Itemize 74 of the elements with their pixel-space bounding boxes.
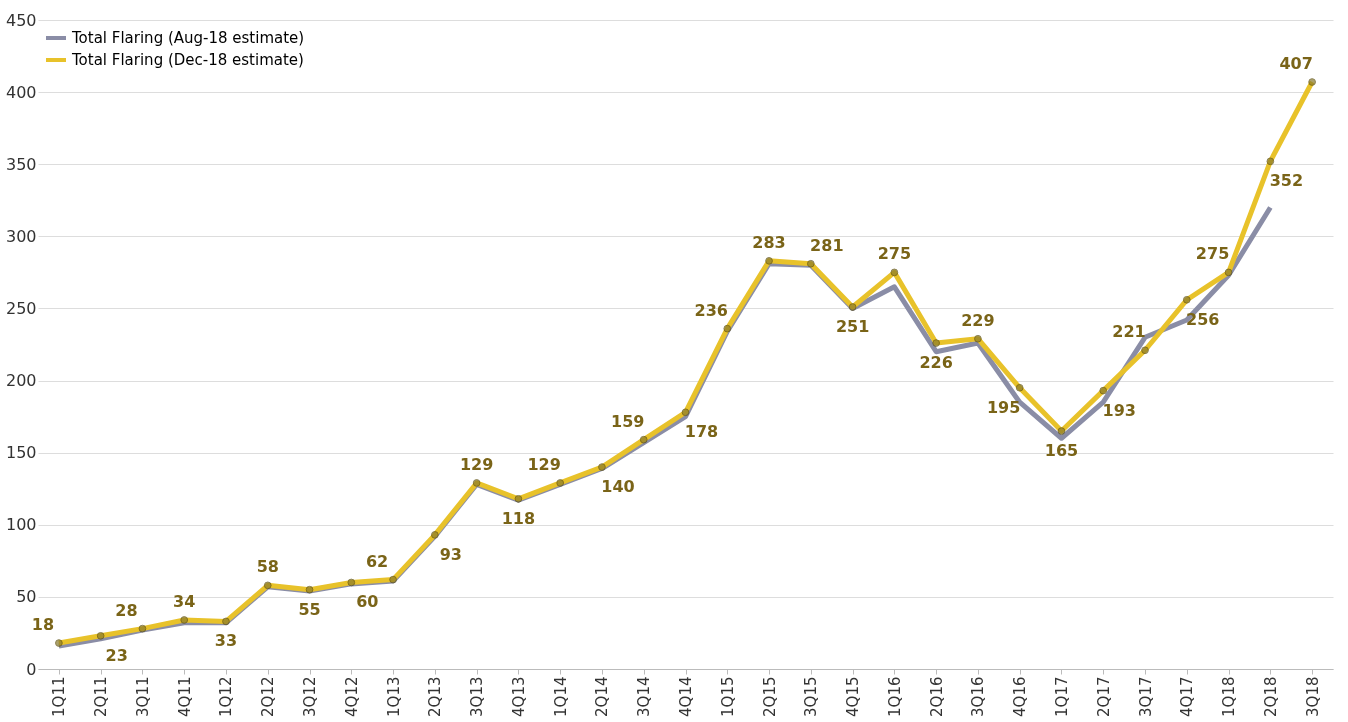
x-tick-label: 1Q15 (718, 676, 737, 717)
y-tick-label: 250 (5, 298, 37, 318)
x-tick-label: 3Q18 (1303, 676, 1322, 717)
x-tick-label: 3Q13 (468, 676, 487, 717)
y-tick-label: 0 (26, 659, 37, 679)
x-tick-label: 1Q12 (217, 676, 236, 717)
data-label: 28 (115, 600, 138, 620)
data-label: 193 (1102, 400, 1136, 420)
x-tick-label: 3Q16 (969, 676, 988, 717)
y-tick-label: 450 (5, 10, 37, 30)
x-tick-label: 2Q15 (760, 676, 779, 717)
data-label: 129 (459, 454, 494, 474)
x-tick-label: 2Q16 (927, 676, 946, 717)
data-label: 226 (919, 353, 953, 373)
data-label: 58 (256, 557, 279, 577)
legend-label: Total Flaring (Aug-18 estimate) (71, 29, 305, 47)
data-label: 159 (611, 411, 645, 431)
data-label: 221 (1112, 322, 1146, 342)
y-tick-label: 100 (5, 515, 37, 535)
data-label: 281 (810, 235, 844, 255)
x-tick-label: 4Q15 (844, 676, 863, 717)
x-tick-label: 3Q15 (802, 676, 821, 717)
data-label: 165 (1044, 441, 1079, 461)
y-tick-label: 50 (16, 587, 37, 607)
x-tick-label: 1Q17 (1052, 676, 1071, 717)
data-label: 140 (601, 477, 635, 497)
x-tick-label: 4Q11 (175, 676, 194, 717)
data-label: 18 (31, 615, 55, 635)
y-tick-label: 150 (5, 443, 37, 463)
data-label: 195 (986, 397, 1021, 417)
x-tick-label: 3Q14 (635, 676, 654, 717)
data-label: 62 (365, 551, 389, 571)
data-label: 60 (356, 592, 379, 612)
y-tick-label: 200 (5, 371, 37, 391)
x-tick-label: 3Q12 (301, 676, 320, 717)
x-tick-label: 2Q14 (593, 676, 612, 717)
x-tick-label: 2Q17 (1094, 676, 1113, 717)
x-tick-label: 2Q12 (259, 676, 278, 717)
x-tick-label: 3Q17 (1136, 676, 1155, 717)
legend-label: Total Flaring (Dec-18 estimate) (71, 51, 304, 69)
x-tick-label: 4Q17 (1178, 676, 1197, 717)
y-tick-label: 300 (5, 226, 37, 246)
x-tick-label: 2Q18 (1261, 676, 1280, 717)
data-label: 93 (439, 544, 462, 564)
data-label: 118 (501, 508, 536, 528)
x-tick-label: 4Q12 (342, 676, 361, 717)
data-label: 129 (527, 454, 561, 474)
data-label: 251 (835, 317, 870, 336)
x-tick-label: 1Q18 (1220, 676, 1239, 717)
data-label: 283 (752, 232, 786, 252)
x-tick-label: 1Q16 (885, 676, 904, 717)
data-label: 23 (105, 645, 128, 665)
data-label: 407 (1279, 54, 1313, 74)
data-label: 275 (1195, 244, 1230, 264)
x-tick-label: 1Q14 (551, 676, 570, 717)
x-tick-label: 2Q11 (92, 676, 111, 717)
y-tick-label: 350 (5, 154, 37, 174)
y-tick-label: 400 (5, 82, 37, 102)
x-tick-label: 4Q13 (509, 676, 528, 717)
x-tick-label: 1Q11 (50, 676, 69, 717)
x-tick-label: 4Q16 (1011, 676, 1030, 717)
data-label: 236 (694, 300, 728, 320)
data-label: 33 (214, 631, 238, 651)
data-label: 55 (298, 599, 321, 619)
data-label: 229 (961, 310, 995, 330)
data-label: 178 (684, 422, 719, 442)
data-label: 352 (1269, 171, 1304, 191)
data-label: 34 (173, 591, 196, 611)
x-tick-label: 2Q13 (426, 676, 445, 717)
data-label: 256 (1186, 309, 1220, 329)
x-tick-label: 1Q13 (384, 676, 403, 717)
x-tick-label: 3Q11 (133, 676, 152, 717)
data-label: 275 (877, 244, 912, 264)
x-tick-label: 4Q14 (677, 676, 695, 717)
